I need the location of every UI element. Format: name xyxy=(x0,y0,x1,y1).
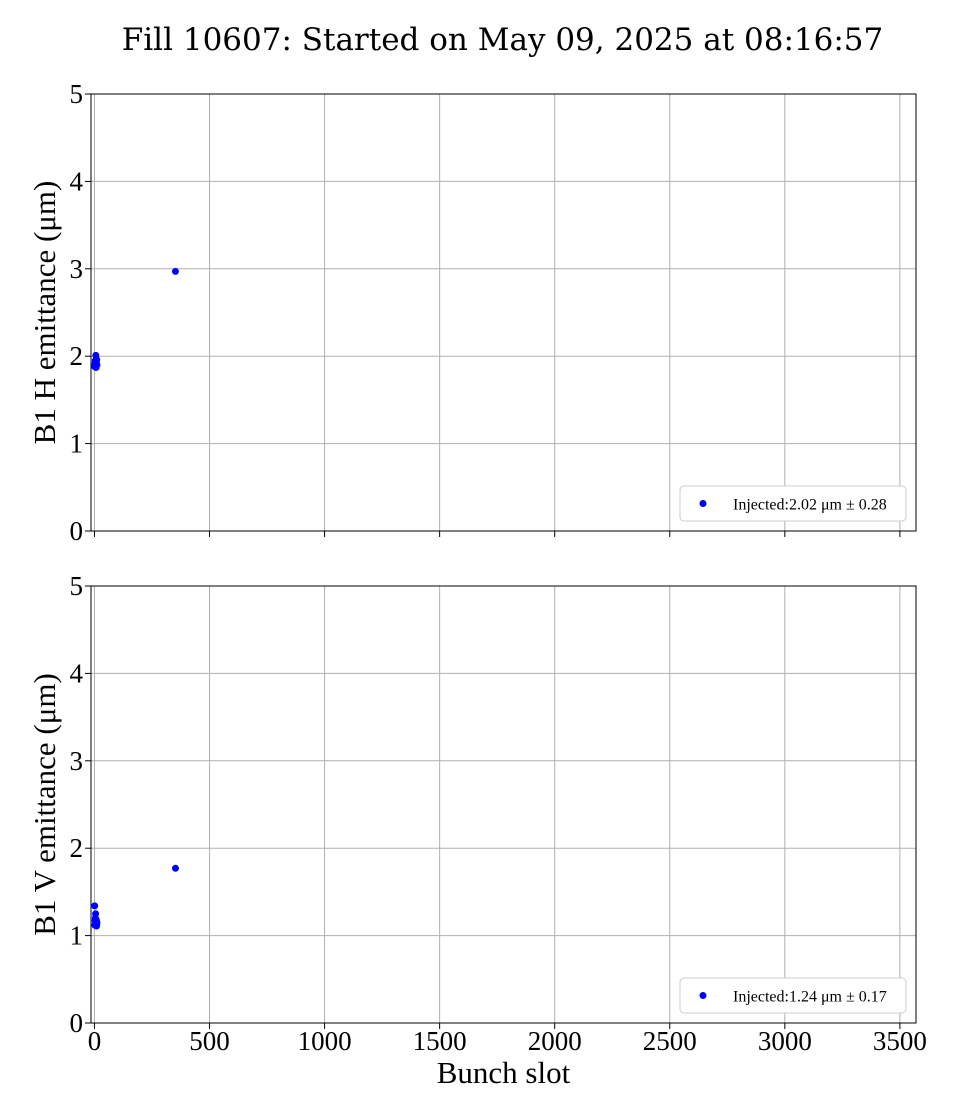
x-tick-label: 2500 xyxy=(643,1026,697,1056)
legend-marker xyxy=(699,992,707,999)
data-point xyxy=(93,356,101,364)
legend-box xyxy=(679,977,907,1014)
bottom-panel-b1-v: 0 500 1000 1500 2000 2500 3000 3500 0 1 2 3 4 5 B1 V e… xyxy=(27,571,927,1090)
x-axis-label: Bunch slot xyxy=(437,1055,571,1090)
x-tick-label: 2000 xyxy=(528,1026,582,1056)
x-tick-label: 1500 xyxy=(413,1026,467,1056)
data-point xyxy=(171,864,179,872)
y-tick-label: 0 xyxy=(70,1008,84,1038)
y-tick-label: 5 xyxy=(70,571,84,601)
gridlines xyxy=(91,585,916,1024)
y-tick-label: 4 xyxy=(70,658,84,688)
x-tick-label: 1000 xyxy=(298,1026,352,1056)
axes-frame xyxy=(90,93,917,532)
legend-marker xyxy=(699,500,707,507)
y-tick-label: 2 xyxy=(70,833,84,863)
x-tick-label: 3000 xyxy=(758,1026,812,1056)
data-point xyxy=(92,910,100,918)
x-tick-label: 500 xyxy=(189,1026,230,1056)
y-tick-label: 3 xyxy=(70,746,84,776)
data-point xyxy=(171,267,179,275)
y-tick-label: 1 xyxy=(70,921,84,951)
legend: Injected:1.24 μm ± 0.17 xyxy=(679,977,907,1014)
x-tick-label: 0 xyxy=(88,1026,102,1056)
y-tick-label: 0 xyxy=(70,516,84,546)
legend-entry: Injected:1.24 μm ± 0.17 xyxy=(733,989,887,1006)
data-point xyxy=(93,361,101,369)
x-tick-label: 3500 xyxy=(873,1026,927,1056)
y-tick-label: 2 xyxy=(70,341,84,371)
y-tick-label: 5 xyxy=(70,79,84,109)
y-tick-label: 1 xyxy=(70,429,84,459)
data-point xyxy=(93,918,101,926)
legend-entry: Injected:2.02 μm ± 0.28 xyxy=(733,497,887,514)
gridlines xyxy=(91,93,916,532)
legend: Injected:2.02 μm ± 0.28 xyxy=(679,485,907,522)
top-panel-b1-h: 0 1 2 3 4 5 B1 H emittance (μm) Injected:2.02 μ… xyxy=(27,79,917,546)
axes-frame xyxy=(90,585,917,1024)
legend-box xyxy=(679,485,907,522)
data-point xyxy=(91,902,99,910)
figure-title: Fill 10607: Started on May 09, 2025 at 0… xyxy=(121,22,884,58)
y-axis-label: B1 H emittance (μm) xyxy=(27,181,62,445)
y-axis-label: B1 V emittance (μm) xyxy=(27,673,62,936)
y-tick-label: 3 xyxy=(70,254,84,284)
y-tick-label: 4 xyxy=(70,166,84,196)
